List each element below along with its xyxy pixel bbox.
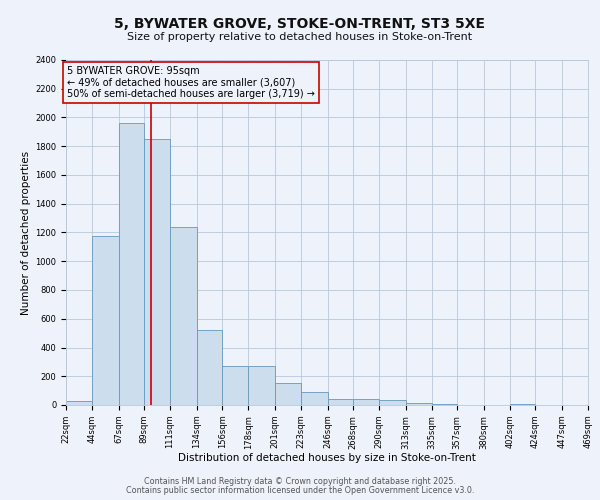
Bar: [197, 330, 223, 405]
Bar: [144, 139, 170, 405]
Y-axis label: Number of detached properties: Number of detached properties: [21, 150, 31, 314]
Text: 5 BYWATER GROVE: 95sqm
← 49% of detached houses are smaller (3,607)
50% of semi-: 5 BYWATER GROVE: 95sqm ← 49% of detached…: [67, 66, 315, 99]
Bar: [248, 366, 275, 405]
Bar: [66, 402, 92, 405]
Bar: [170, 226, 197, 405]
Bar: [510, 404, 535, 405]
Text: 5, BYWATER GROVE, STOKE-ON-TRENT, ST3 5XE: 5, BYWATER GROVE, STOKE-ON-TRENT, ST3 5X…: [115, 18, 485, 32]
Text: Contains HM Land Registry data © Crown copyright and database right 2025.: Contains HM Land Registry data © Crown c…: [144, 477, 456, 486]
Text: Contains public sector information licensed under the Open Government Licence v3: Contains public sector information licen…: [126, 486, 474, 495]
Bar: [92, 236, 119, 405]
Text: Size of property relative to detached houses in Stoke-on-Trent: Size of property relative to detached ho…: [127, 32, 473, 42]
Bar: [223, 366, 248, 405]
Bar: [119, 123, 144, 405]
Bar: [328, 398, 353, 405]
Bar: [431, 404, 457, 405]
Bar: [406, 403, 431, 405]
X-axis label: Distribution of detached houses by size in Stoke-on-Trent: Distribution of detached houses by size …: [178, 453, 476, 463]
Bar: [379, 400, 406, 405]
Bar: [301, 392, 328, 405]
Bar: [275, 382, 301, 405]
Bar: [353, 399, 379, 405]
